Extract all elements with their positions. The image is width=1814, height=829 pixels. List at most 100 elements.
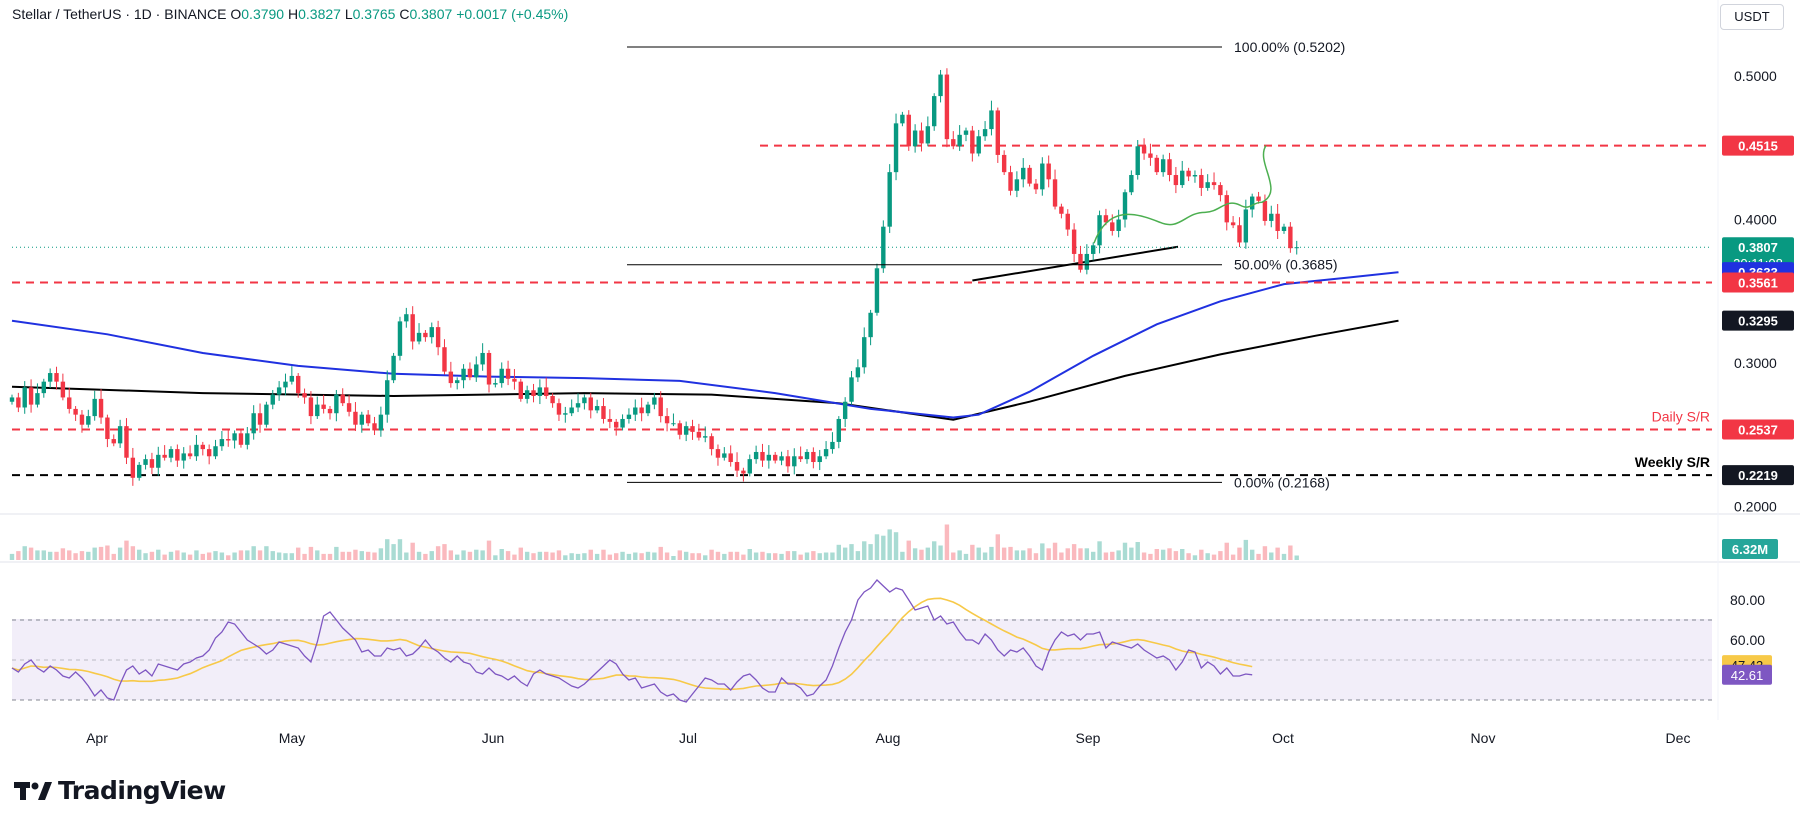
- volume-bar: [442, 544, 447, 560]
- x-tick-label: Nov: [1471, 730, 1496, 746]
- low-value: 0.3765: [352, 6, 396, 22]
- candle-body: [461, 368, 466, 381]
- candle-body: [111, 439, 116, 444]
- candle-body: [1160, 159, 1166, 173]
- candle-body: [117, 426, 123, 444]
- volume-bar: [1040, 543, 1045, 560]
- support-trendline: [972, 245, 1179, 282]
- candle-body: [537, 387, 543, 397]
- currency-selector[interactable]: USDT: [1720, 4, 1784, 30]
- candle-body: [683, 426, 689, 435]
- volume-bar: [238, 550, 244, 560]
- volume-bar: [1122, 542, 1128, 560]
- candle-body: [906, 114, 911, 147]
- volume-bar: [404, 552, 409, 560]
- volume-bar: [633, 552, 638, 560]
- volume-bar: [1116, 550, 1121, 560]
- volume-bar: [1288, 545, 1293, 560]
- volume-bar: [982, 552, 988, 560]
- candle-body: [524, 390, 530, 399]
- volume-bar: [556, 550, 562, 560]
- candle-body: [283, 381, 288, 388]
- volume-bar: [308, 546, 314, 560]
- volume-bar: [124, 540, 129, 560]
- rsi-tick-label: 60.00: [1730, 632, 1765, 648]
- candle-body: [302, 393, 307, 398]
- volume-bar: [1167, 548, 1172, 560]
- x-tick-label: Sep: [1076, 730, 1101, 746]
- candle-body: [137, 464, 142, 478]
- candle-body: [938, 74, 943, 97]
- price-chart[interactable]: Daily S/R Weekly S/R 100.00% (0.5202) 50.0…: [0, 0, 1814, 770]
- volume-bar: [175, 550, 180, 560]
- candle-body: [900, 114, 905, 124]
- candle-body: [499, 368, 504, 384]
- rsi-ma-line: [11, 597, 1253, 691]
- volume-bar: [1008, 546, 1013, 560]
- volume-bar: [270, 551, 275, 560]
- candle-body: [16, 397, 21, 408]
- volume-bar: [162, 554, 167, 560]
- tradingview-logo-text: TradingView: [58, 776, 226, 805]
- volume-bar: [1281, 553, 1287, 560]
- volume-bar: [289, 553, 295, 560]
- volume-bar: [1033, 553, 1039, 560]
- volume-bar: [862, 541, 867, 560]
- fib-label: 0.00% (0.2168): [1234, 474, 1330, 490]
- candle-body: [639, 407, 644, 414]
- volume-bar: [995, 534, 1000, 560]
- candle-body: [149, 459, 155, 468]
- volume-bar: [194, 550, 199, 560]
- volume-bar: [1224, 542, 1229, 560]
- candle-body: [353, 411, 358, 425]
- candle-body: [308, 397, 314, 417]
- volume-bar: [455, 554, 460, 560]
- candle-body: [340, 394, 345, 404]
- candle-body: [804, 451, 810, 460]
- candle-body: [811, 451, 816, 463]
- volume-bar: [1110, 551, 1115, 560]
- volume-bar: [944, 524, 950, 560]
- candle-body: [849, 377, 854, 402]
- candle-body: [162, 454, 167, 458]
- symbol-title: Stellar / TetherUS · 1D · BINANCE: [12, 6, 227, 22]
- candle-body: [1071, 229, 1077, 254]
- volume-bar: [340, 551, 345, 560]
- volume-bar: [35, 550, 40, 560]
- volume-bar: [773, 553, 778, 560]
- volume-bar: [817, 553, 822, 560]
- candle-body: [493, 383, 498, 385]
- candle-body: [671, 423, 676, 425]
- volume-bar: [257, 550, 263, 560]
- volume-bar: [1186, 553, 1191, 560]
- volume-bar: [474, 549, 479, 560]
- close-label: C: [399, 6, 410, 22]
- volume-bar: [1173, 551, 1179, 560]
- x-tick-label: Dec: [1666, 730, 1691, 746]
- candle-body: [1046, 163, 1051, 180]
- volume-bar: [9, 553, 15, 560]
- candle-body: [1103, 215, 1109, 223]
- volume-bar: [938, 545, 943, 560]
- volume-bar: [79, 551, 85, 560]
- candle-body: [67, 397, 72, 409]
- price-badge: [1722, 419, 1794, 440]
- volume-bar: [601, 549, 606, 560]
- volume-bar: [467, 551, 473, 560]
- candle-body: [404, 314, 409, 322]
- candle-body: [607, 418, 613, 422]
- candle-body: [98, 398, 104, 418]
- candle-body: [41, 381, 46, 394]
- volume-bar: [715, 551, 721, 560]
- candle-body: [709, 436, 714, 450]
- candle-body: [912, 130, 918, 147]
- forecast-path: [1093, 145, 1272, 244]
- volume-bar: [664, 552, 670, 560]
- candle-body: [175, 449, 180, 461]
- volume-bar: [563, 555, 568, 560]
- volume-bar: [1052, 542, 1058, 560]
- volume-bar: [264, 546, 269, 560]
- volume-bar: [671, 556, 676, 560]
- volume-bar: [1250, 549, 1255, 560]
- volume-bar: [932, 541, 937, 560]
